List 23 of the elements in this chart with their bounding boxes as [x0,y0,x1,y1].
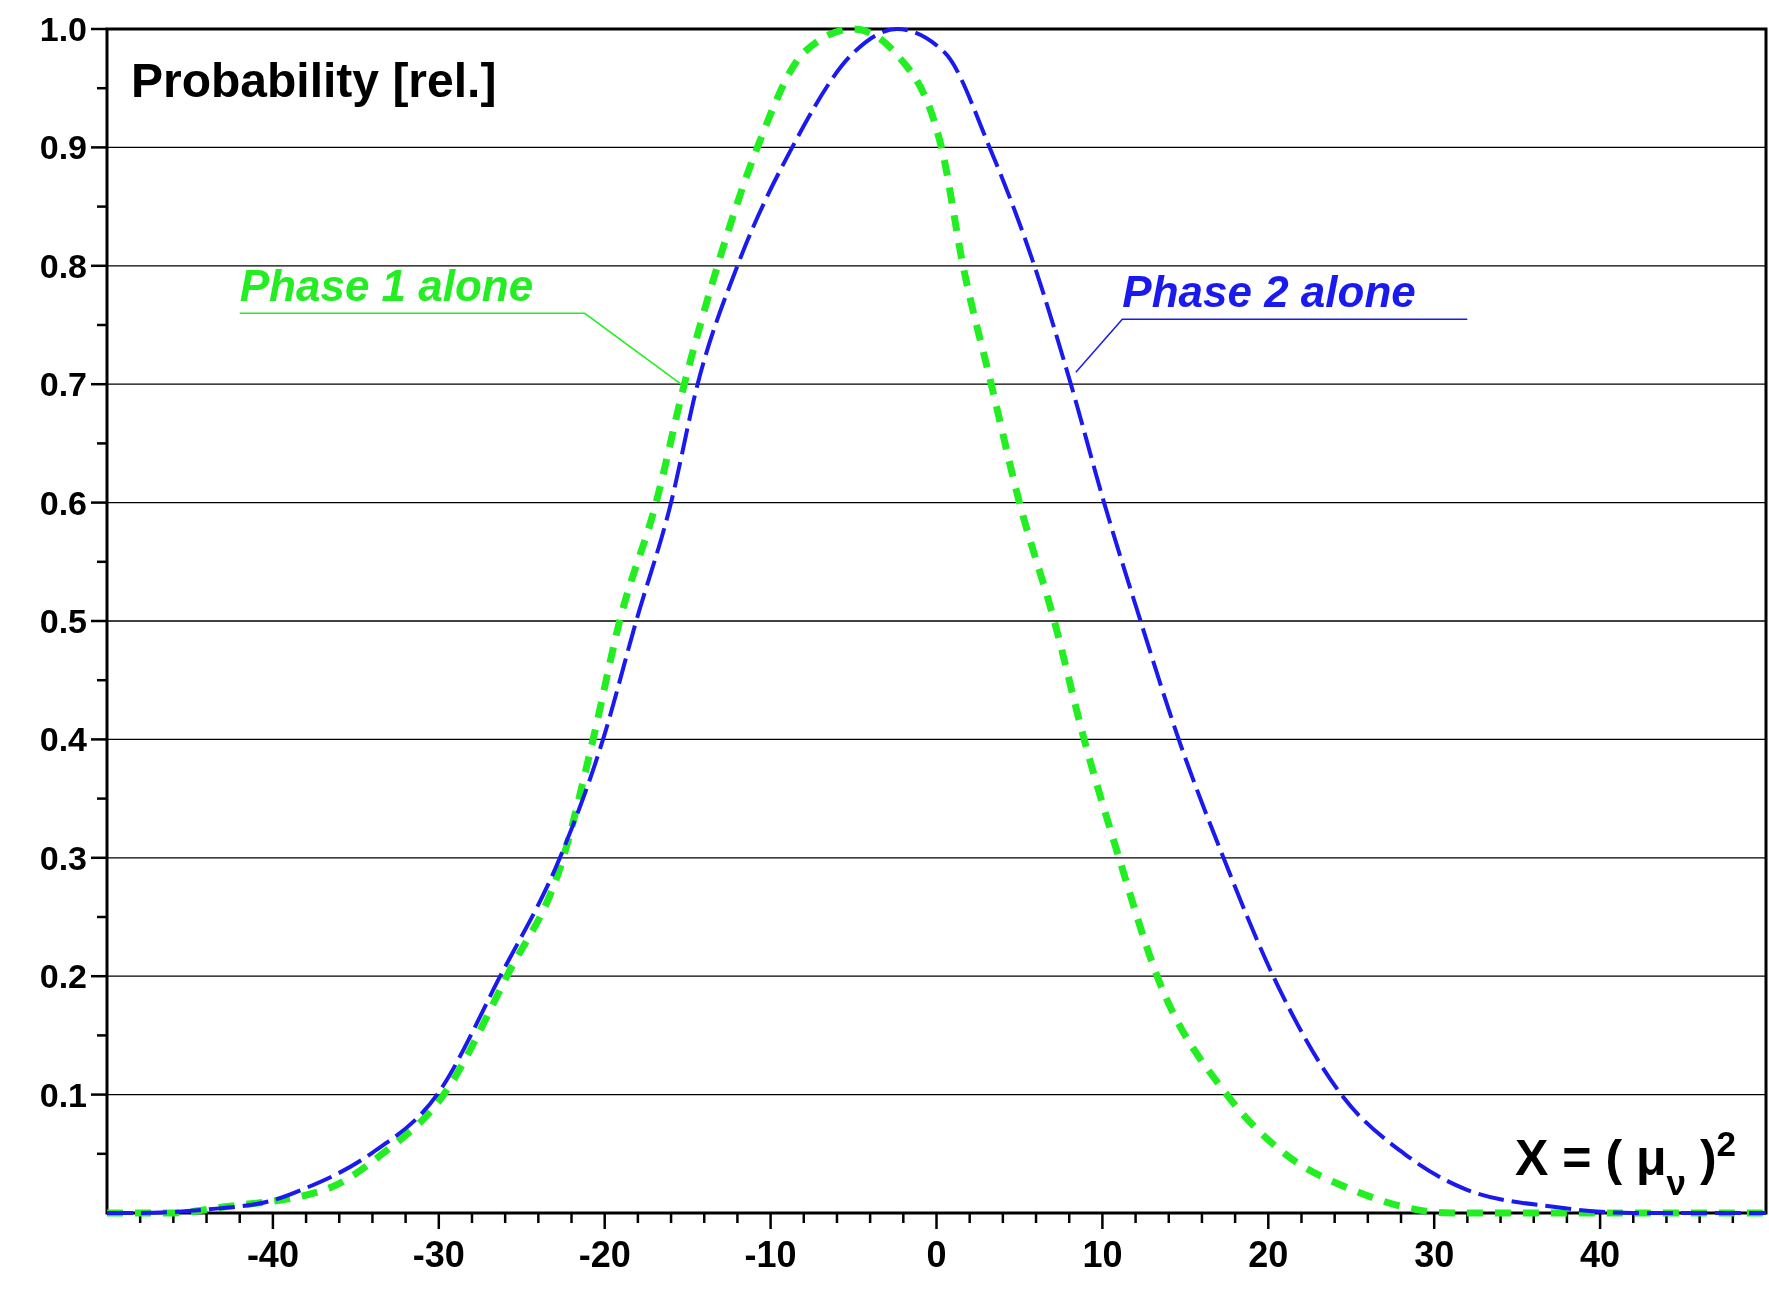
x-tick-label: 40 [1580,1234,1621,1275]
y-tick-label: 0.8 [39,246,87,285]
x-tick-label: 0 [926,1234,947,1275]
x-tick-label: 10 [1082,1234,1123,1275]
x-tick-label: -10 [744,1234,797,1275]
x-tick-label: 20 [1248,1234,1289,1275]
y-tick-label: 0.4 [39,720,88,759]
x-tick-label: -40 [246,1234,299,1275]
x-tick-label: 30 [1414,1234,1455,1275]
x-tick-label: -20 [578,1234,631,1275]
y-axis-title: Probability [rel.] [131,54,497,107]
x-axis-title: X = ( μ$_{ν}$ )$^{2}$ [1515,1123,1736,1202]
y-tick-label: 0.2 [39,957,87,996]
y-tick-label: 1.0 [39,10,87,48]
y-tick-label: 0.3 [39,838,87,877]
text: Phase 1 alone [239,261,534,311]
y-tick-label: 0.6 [39,483,87,522]
y-tick-label: 0.5 [39,602,87,640]
x-tick-label: -30 [412,1234,465,1275]
y-tick-label: 0.1 [39,1075,87,1114]
y-tick-label: 0.7 [39,365,87,404]
series-label: Phase 2 alone [1122,267,1416,317]
y-tick-label: 0.9 [39,128,87,167]
